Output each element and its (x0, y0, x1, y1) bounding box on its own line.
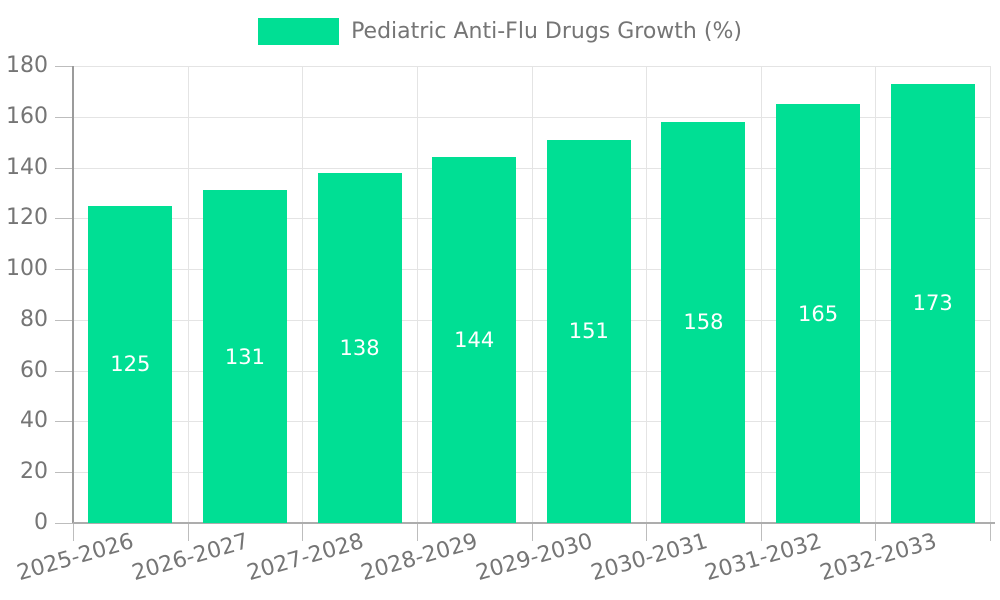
v-gridline (646, 66, 648, 523)
bar (661, 121, 746, 523)
x-axis-tick (990, 523, 991, 541)
y-axis-tick (55, 421, 73, 423)
y-tick-label: 160 (6, 103, 48, 129)
x-axis-tick (302, 523, 304, 541)
y-axis-tick (55, 269, 73, 271)
bar (432, 157, 517, 523)
x-tick-label: 2026-2027 (129, 529, 252, 587)
bar-value-label: 165 (798, 301, 839, 326)
v-gridline (187, 66, 189, 523)
y-axis-line (72, 66, 74, 523)
bar (202, 190, 287, 523)
v-gridline (875, 66, 877, 523)
y-axis-tick (55, 370, 73, 372)
x-axis-tick (416, 523, 418, 541)
bar-value-label: 125 (110, 352, 151, 377)
bar-value-label: 138 (339, 335, 380, 360)
y-tick-label: 140 (6, 154, 48, 180)
bar (546, 139, 631, 523)
y-axis-tick (55, 218, 73, 220)
x-axis-tick (646, 523, 648, 541)
v-gridline (531, 66, 533, 523)
legend-series-label: Pediatric Anti-Flu Drugs Growth (%) (351, 19, 742, 44)
x-tick-label: 2029-2030 (473, 529, 596, 587)
v-gridline (760, 66, 762, 523)
y-tick-label: 40 (20, 408, 48, 434)
y-axis-tick (55, 472, 73, 474)
y-axis-tick (55, 66, 73, 67)
x-axis-tick (187, 523, 189, 541)
x-axis-tick (73, 523, 74, 541)
bar-value-label: 144 (454, 328, 495, 353)
v-gridline (416, 66, 418, 523)
x-axis-tick (760, 523, 762, 541)
bar-value-label: 131 (224, 344, 265, 369)
y-axis-tick (55, 116, 73, 118)
bar-value-label: 158 (683, 310, 724, 335)
bar-value-label: 151 (568, 319, 609, 344)
y-tick-label: 80 (20, 306, 48, 332)
x-axis-tick (531, 523, 533, 541)
x-tick-label: 2027-2028 (244, 529, 367, 587)
y-axis-tick (55, 167, 73, 169)
bar (317, 172, 402, 523)
x-axis-line (73, 522, 995, 524)
y-tick-label: 0 (34, 510, 48, 535)
y-axis-tick (55, 523, 73, 524)
y-tick-label: 20 (20, 459, 48, 485)
y-tick-label: 100 (6, 256, 48, 282)
y-tick-label: 60 (20, 357, 48, 383)
y-tick-label: 120 (6, 205, 48, 231)
x-tick-label: 2032-2033 (817, 529, 940, 587)
y-axis-tick (55, 319, 73, 321)
bar (890, 83, 975, 523)
bar (88, 205, 173, 523)
bar (776, 104, 861, 523)
v-gridline (302, 66, 304, 523)
v-gridline (990, 66, 991, 523)
x-axis-tick (875, 523, 877, 541)
legend[interactable]: Pediatric Anti-Flu Drugs Growth (%) (0, 18, 1000, 45)
x-tick-label: 2025-2026 (14, 529, 137, 587)
x-tick-label: 2030-2031 (587, 529, 711, 587)
bar-value-label: 173 (912, 291, 953, 316)
y-tick-label: 180 (6, 53, 48, 78)
legend-swatch-icon (258, 18, 340, 45)
x-tick-label: 2031-2032 (702, 529, 825, 587)
x-tick-label: 2028-2029 (358, 529, 481, 587)
